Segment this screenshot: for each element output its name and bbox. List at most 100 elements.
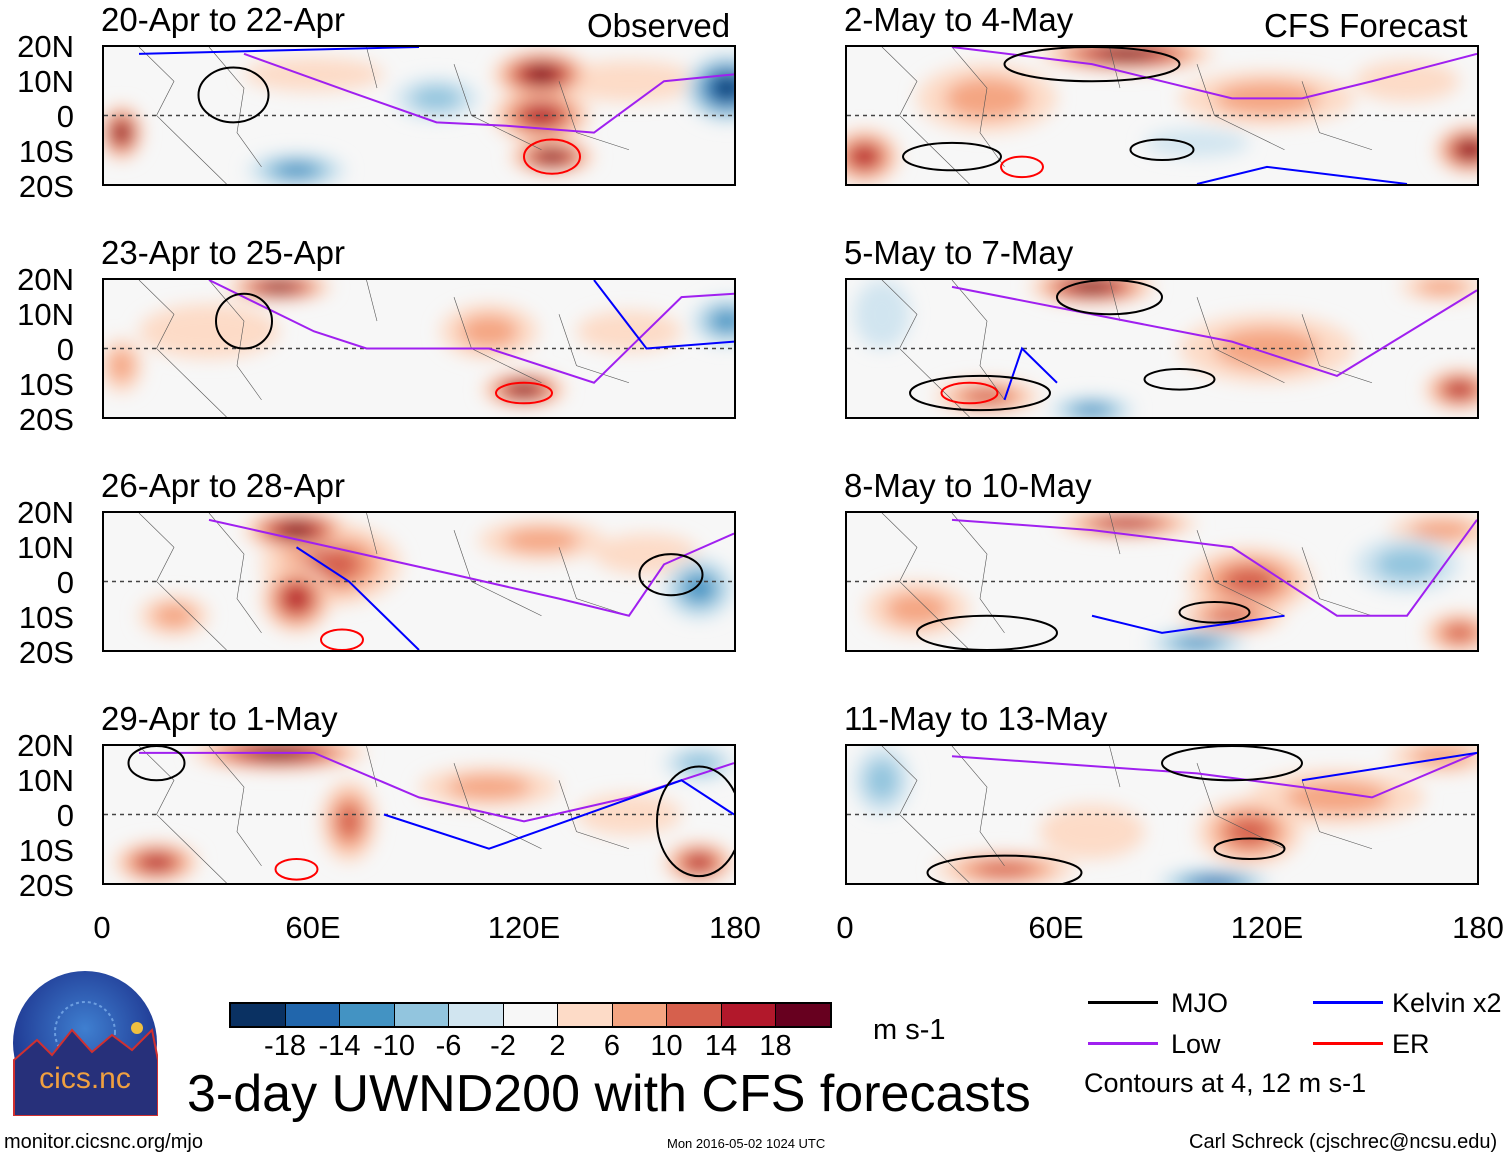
lat-label: 10S — [18, 134, 74, 169]
map-panel — [102, 45, 736, 186]
lat-label: 20N — [17, 262, 74, 297]
low-legend-line — [1088, 1042, 1158, 1045]
low-contour — [244, 54, 734, 133]
colorbar-swatch — [285, 1004, 340, 1026]
colorbar-tick-label: -6 — [435, 1030, 462, 1062]
footer-timestamp: Mon 2016-05-02 1024 UTC — [667, 1136, 826, 1151]
coastline — [139, 280, 629, 417]
map-svg — [847, 513, 1477, 650]
colorbar-tick-label: -2 — [490, 1030, 516, 1062]
lon-label: 60E — [1028, 910, 1084, 945]
er-legend-line — [1313, 1042, 1383, 1045]
wind-anomaly — [264, 283, 294, 291]
coastline — [139, 513, 629, 650]
mjo-contour — [129, 746, 185, 780]
mjo-contour — [1180, 602, 1250, 623]
wind-anomaly — [594, 533, 699, 575]
map-svg — [104, 280, 734, 417]
mjo-contour — [903, 143, 1001, 170]
panel-title: 5-May to 7-May — [844, 234, 1074, 271]
colorbar-swatch — [231, 1004, 286, 1026]
colorbar-swatch — [612, 1004, 667, 1026]
wind-anomaly — [1416, 280, 1468, 296]
lat-label: 10S — [18, 600, 74, 635]
lon-label: 180 — [1452, 910, 1504, 945]
er-contour — [524, 139, 580, 173]
forecast-label: CFS Forecast — [1264, 7, 1468, 44]
er-contour — [496, 383, 552, 404]
low-contour — [952, 287, 1477, 376]
lat-label: 20N — [17, 728, 74, 763]
lon-label: 180 — [709, 910, 761, 945]
lon-label: 0 — [93, 910, 111, 945]
colorbar-tick-label: -18 — [264, 1030, 306, 1062]
lat-label: 10N — [17, 297, 74, 332]
wind-anomaly — [1176, 637, 1218, 650]
mjo-contour — [1005, 47, 1180, 81]
wind-anomaly — [1410, 519, 1474, 541]
wind-anomaly — [945, 77, 1029, 119]
colorbar-swatch — [394, 1004, 449, 1026]
lat-label: 0 — [56, 332, 74, 367]
figure-title: 3-day UWND200 with CFS forecasts — [187, 1065, 1031, 1123]
wind-anomaly — [275, 162, 318, 178]
coastline — [139, 746, 629, 883]
wind-anomaly — [139, 303, 279, 359]
kelvin-contour — [139, 47, 419, 54]
lat-label: 10S — [18, 833, 74, 868]
mjo-contour — [199, 68, 269, 123]
panel-title: 23-Apr to 25-Apr — [101, 234, 345, 271]
map-svg — [104, 513, 734, 650]
wind-anomaly — [153, 603, 195, 629]
mjo-contour — [917, 616, 1057, 650]
colorbar-swatch — [449, 1004, 504, 1026]
mjo-contour — [1057, 280, 1162, 314]
wind-anomaly — [512, 384, 536, 395]
wind-anomaly — [885, 592, 949, 626]
wind-anomaly — [525, 106, 558, 125]
wind-anomaly — [282, 524, 311, 536]
panel-title: 2-May to 4-May — [844, 1, 1074, 38]
mjo-contour — [910, 376, 1050, 410]
wind-anomaly — [411, 86, 462, 111]
map-panel — [102, 511, 736, 652]
wind-anomaly — [1144, 129, 1250, 157]
wind-anomaly — [115, 125, 128, 141]
mjo-contour — [1131, 139, 1194, 160]
map-svg — [104, 47, 734, 184]
wind-anomaly — [1103, 49, 1151, 59]
panel-title: 8-May to 10-May — [844, 467, 1092, 504]
footer-url[interactable]: monitor.cicsnc.org/mjo — [4, 1131, 203, 1153]
er-contour — [942, 383, 998, 404]
map-svg — [847, 280, 1477, 417]
mjo-legend-label: MJO — [1171, 988, 1228, 1018]
coastline — [882, 746, 1372, 883]
lat-label: 20S — [18, 169, 74, 204]
lat-label: 20S — [18, 402, 74, 437]
lat-label: 0 — [56, 99, 74, 134]
lat-label: 10N — [17, 64, 74, 99]
map-svg — [104, 746, 734, 883]
wind-anomaly — [503, 528, 580, 553]
low-contour — [952, 47, 1477, 98]
map-panel — [845, 45, 1479, 186]
kelvin-contour — [594, 280, 734, 349]
kelvin-contour — [1197, 167, 1407, 184]
wind-anomaly — [1354, 60, 1460, 102]
lat-label: 20S — [18, 868, 74, 903]
wind-anomaly — [142, 855, 171, 870]
colorbar-swatch — [340, 1004, 395, 1026]
lat-label: 20S — [18, 635, 74, 670]
low-contour — [952, 520, 1477, 616]
wind-anomaly — [715, 78, 734, 98]
mjo-contour — [1215, 838, 1285, 859]
mjo-contour — [928, 856, 1082, 883]
mjo-contour — [1162, 746, 1302, 780]
wind-anomaly — [1447, 382, 1472, 397]
map-svg — [847, 47, 1477, 184]
colorbar-tick-label: 18 — [759, 1030, 792, 1062]
map-svg — [847, 746, 1477, 883]
map-panel — [845, 278, 1479, 419]
wind-anomaly — [684, 575, 714, 602]
wind-anomaly — [1039, 804, 1145, 860]
